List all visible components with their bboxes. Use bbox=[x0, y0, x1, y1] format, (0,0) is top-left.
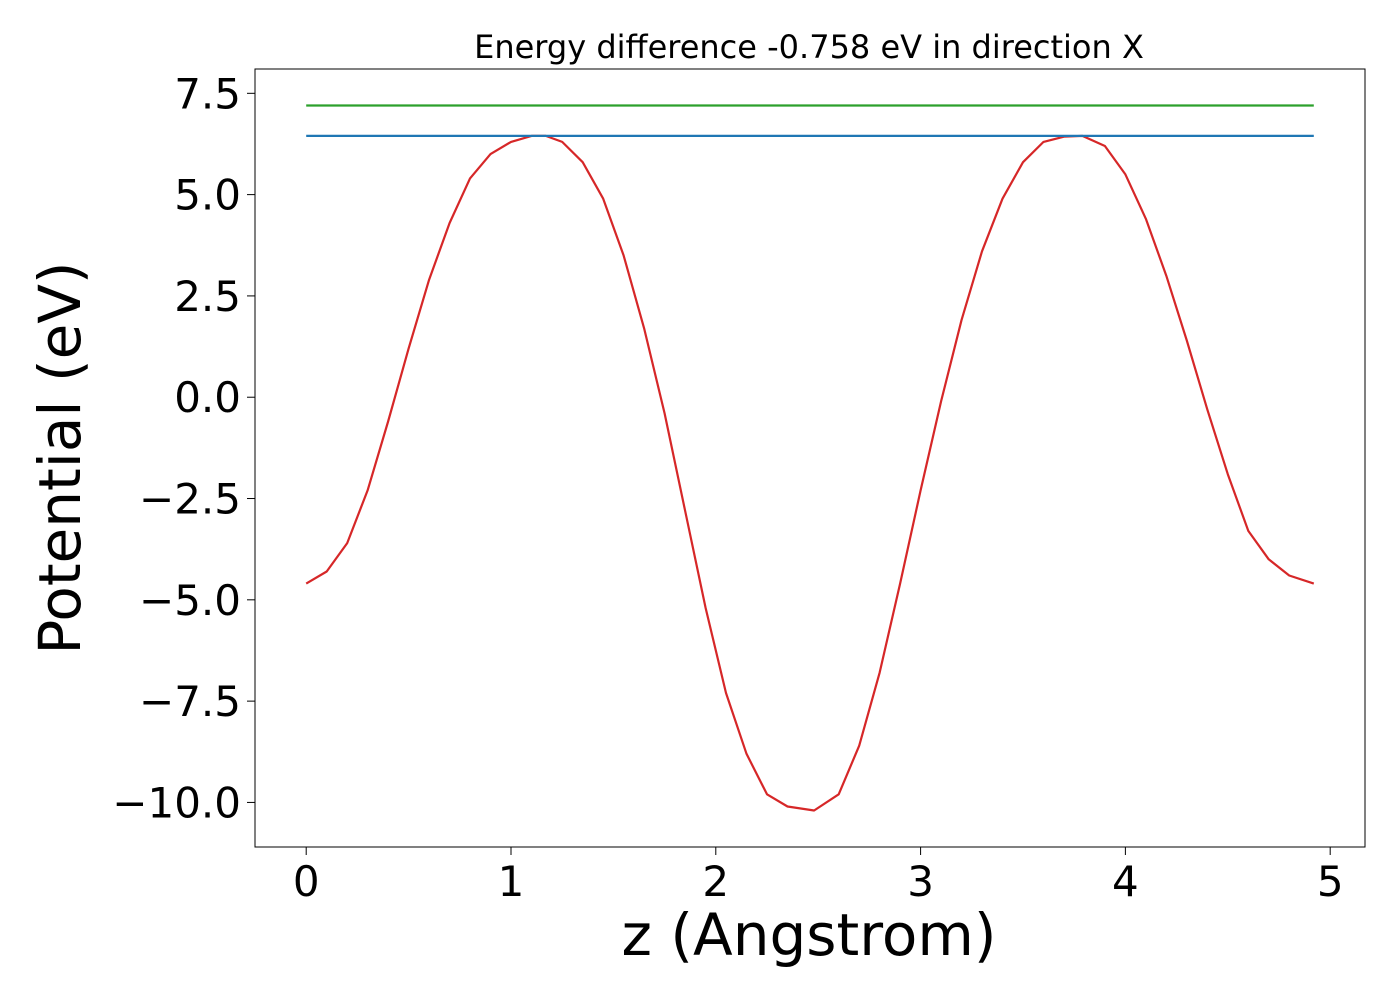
x-tick-label: 2 bbox=[702, 857, 729, 906]
series-line-0 bbox=[305, 134, 1315, 812]
chart-title: Energy difference -0.758 eV in direction… bbox=[474, 28, 1144, 66]
y-tick-label: 7.5 bbox=[174, 69, 241, 118]
x-tick-label: 3 bbox=[907, 857, 934, 906]
plot-frame bbox=[254, 68, 1366, 848]
series-layer bbox=[305, 104, 1315, 812]
y-tick-label: −10.0 bbox=[112, 778, 241, 827]
y-tick-label: 0.0 bbox=[174, 373, 241, 422]
x-tick-label: 5 bbox=[1317, 857, 1344, 906]
y-tick-label: 5.0 bbox=[174, 171, 241, 220]
x-axis-label: z (Angstrom) bbox=[622, 901, 997, 969]
y-tick-label: −5.0 bbox=[139, 576, 241, 625]
y-axis-label: Potential (eV) bbox=[26, 261, 94, 654]
y-tick-label: −2.5 bbox=[139, 475, 241, 524]
x-tick-label: 1 bbox=[498, 857, 525, 906]
x-tick-label: 4 bbox=[1112, 857, 1139, 906]
x-tick-label: 0 bbox=[293, 857, 320, 906]
x-axis-ticks: 0 1 2 3 4 5 bbox=[293, 847, 1344, 906]
y-tick-label: 2.5 bbox=[174, 272, 241, 321]
y-tick-label: −7.5 bbox=[139, 677, 241, 726]
y-axis-ticks: 7.5 5.0 2.5 0.0 −2.5 −5.0 −7.5 −10.0 bbox=[112, 69, 255, 827]
